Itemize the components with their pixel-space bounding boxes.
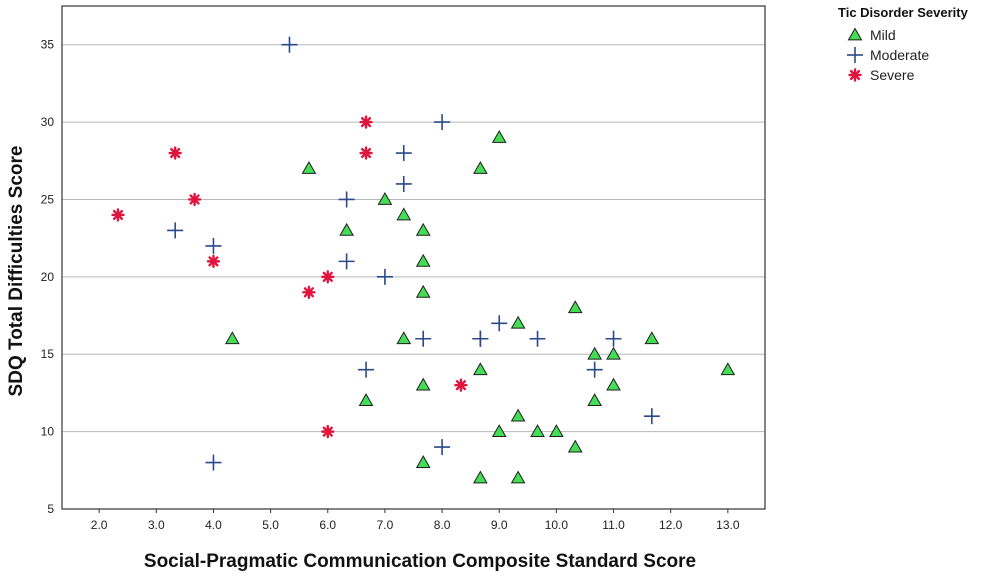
point-mild bbox=[415, 253, 431, 267]
point-mild bbox=[358, 393, 374, 407]
point-mild bbox=[567, 300, 583, 314]
x-tick-label: 12.0 bbox=[659, 518, 683, 532]
point-mild bbox=[301, 160, 317, 174]
x-tick-label: 4.0 bbox=[205, 518, 222, 532]
point-mild bbox=[567, 439, 583, 453]
point-mild bbox=[491, 130, 507, 143]
point-severe bbox=[302, 285, 316, 300]
point-mild bbox=[510, 315, 526, 329]
y-tick-label: 15 bbox=[41, 347, 55, 361]
point-mild bbox=[339, 222, 354, 236]
point-severe bbox=[187, 192, 202, 207]
plot-frame bbox=[61, 5, 766, 513]
point-moderate bbox=[472, 330, 489, 347]
point-moderate bbox=[281, 36, 298, 53]
point-severe bbox=[359, 115, 373, 129]
legend-marker-severe bbox=[848, 68, 862, 82]
point-moderate bbox=[434, 439, 451, 456]
point-moderate bbox=[529, 330, 546, 347]
point-severe bbox=[454, 378, 468, 392]
point-mild bbox=[587, 346, 603, 360]
point-mild bbox=[549, 424, 564, 437]
point-mild bbox=[587, 393, 603, 407]
point-moderate bbox=[605, 330, 622, 347]
point-mild bbox=[396, 207, 412, 221]
legend-label-mild: Mild bbox=[870, 27, 896, 43]
plot-border bbox=[61, 5, 766, 510]
point-moderate bbox=[491, 315, 508, 332]
x-tick-label: 8.0 bbox=[434, 518, 451, 532]
point-mild bbox=[720, 362, 736, 376]
point-moderate bbox=[167, 222, 184, 239]
point-mild bbox=[415, 222, 431, 236]
legend: Tic Disorder Severity Mild Moderate Severe bbox=[838, 5, 969, 83]
point-severe bbox=[359, 146, 373, 160]
point-mild bbox=[415, 377, 431, 391]
point-mild bbox=[415, 455, 431, 468]
y-tick-label: 25 bbox=[41, 192, 55, 206]
point-mild bbox=[644, 331, 660, 345]
grid-lines bbox=[62, 44, 765, 433]
x-tick-label: 6.0 bbox=[319, 518, 336, 532]
point-moderate bbox=[376, 268, 393, 285]
x-tick-label: 2.0 bbox=[91, 518, 108, 532]
point-mild bbox=[606, 346, 621, 360]
x-tick-label: 10.0 bbox=[545, 518, 569, 532]
point-mild bbox=[491, 424, 507, 437]
point-moderate bbox=[586, 361, 603, 378]
legend-title: Tic Disorder Severity bbox=[838, 5, 969, 20]
tick-labels: 5 10 15 20 25 30 35 2.0 3.0 4.0 5.0 6.0 7.0 8.0 9.0 10.… bbox=[41, 38, 740, 532]
x-tick-label: 5.0 bbox=[262, 518, 279, 532]
legend-label-moderate: Moderate bbox=[870, 47, 929, 63]
point-severe bbox=[206, 254, 221, 269]
point-mild bbox=[510, 408, 526, 422]
legend-marker-mild bbox=[847, 27, 863, 41]
point-moderate bbox=[415, 330, 432, 347]
point-severe bbox=[321, 424, 335, 439]
point-mild bbox=[606, 377, 621, 391]
point-mild bbox=[224, 331, 240, 345]
y-tick-label: 10 bbox=[41, 425, 55, 439]
point-severe bbox=[111, 208, 125, 222]
point-mild bbox=[396, 331, 412, 345]
x-axis-title: Social-Pragmatic Communication Composite… bbox=[144, 551, 696, 572]
point-moderate bbox=[358, 361, 375, 378]
point-moderate bbox=[643, 408, 660, 425]
y-tick-label: 20 bbox=[41, 270, 55, 284]
point-mild bbox=[415, 284, 431, 298]
point-mild bbox=[473, 160, 488, 174]
x-tick-label: 9.0 bbox=[491, 518, 508, 532]
y-axis-title: SDQ Total Difficulties Score bbox=[6, 146, 27, 397]
y-tick-label: 30 bbox=[41, 115, 55, 129]
point-mild bbox=[530, 424, 545, 437]
legend-items: Mild Moderate Severe bbox=[847, 27, 929, 83]
point-moderate bbox=[338, 191, 355, 208]
legend-marker-moderate bbox=[847, 47, 863, 63]
point-mild bbox=[510, 470, 526, 484]
point-moderate bbox=[395, 145, 412, 162]
point-moderate bbox=[205, 237, 222, 254]
legend-label-severe: Severe bbox=[870, 67, 915, 83]
x-tick-label: 3.0 bbox=[148, 518, 165, 532]
x-tick-label: 11.0 bbox=[602, 518, 625, 532]
point-mild bbox=[473, 362, 488, 376]
point-severe bbox=[168, 146, 182, 160]
data-points bbox=[111, 36, 736, 484]
point-moderate bbox=[395, 175, 412, 192]
point-severe bbox=[321, 270, 335, 284]
x-tick-label: 13.0 bbox=[716, 518, 740, 532]
point-mild bbox=[473, 470, 488, 484]
x-tick-label: 7.0 bbox=[377, 518, 394, 532]
point-moderate bbox=[434, 114, 451, 131]
y-tick-label: 35 bbox=[41, 38, 55, 52]
point-moderate bbox=[205, 454, 222, 471]
point-moderate bbox=[338, 253, 355, 270]
point-mild bbox=[377, 191, 393, 205]
y-tick-label: 5 bbox=[47, 502, 54, 516]
